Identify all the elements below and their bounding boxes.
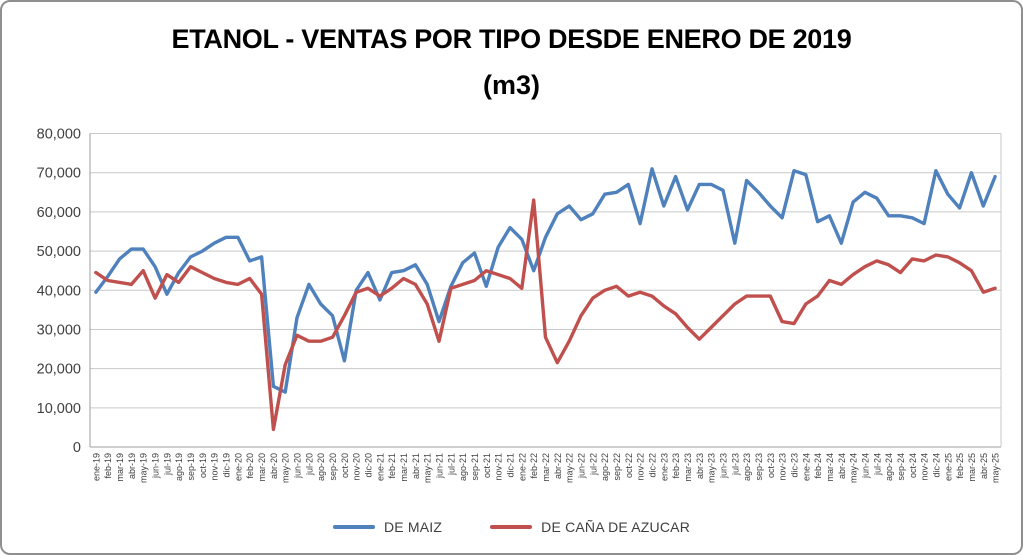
- chart-title: ETANOL - VENTAS POR TIPO DESDE ENERO DE …: [171, 24, 852, 54]
- x-axis-label: ago-19: [174, 453, 184, 481]
- maiz-legend-label: DE MAIZ: [383, 519, 443, 535]
- x-axis-label: feb-24: [813, 453, 823, 479]
- legend: DE MAIZ DE CAÑA DE AZUCAR: [2, 519, 1021, 535]
- x-axis-label: sep-24: [896, 453, 906, 481]
- x-axis-label: ene-22: [517, 453, 527, 481]
- x-axis-label: jul-21: [446, 453, 456, 476]
- cana-legend-label: DE CAÑA DE AZUCAR: [541, 519, 691, 535]
- x-axis-label: oct-24: [908, 453, 918, 478]
- x-axis-label: may-23: [707, 453, 717, 483]
- x-axis-label: jun-22: [576, 453, 586, 479]
- x-axis-label: oct-23: [766, 453, 776, 478]
- x-axis-label: mar-21: [399, 453, 409, 482]
- x-axis-label: ene-20: [233, 453, 243, 481]
- x-axis-label: mar-20: [257, 453, 267, 482]
- x-axis-label: nov-22: [636, 453, 646, 481]
- x-axis-label: may-19: [139, 453, 149, 483]
- x-axis-label: mar-22: [541, 453, 551, 482]
- x-axis-label: ago-23: [742, 453, 752, 481]
- x-axis-label: sep-20: [328, 453, 338, 481]
- x-axis-label: feb-21: [387, 453, 397, 479]
- x-axis-label: jul-23: [730, 453, 740, 476]
- x-axis-label: dic-20: [364, 453, 374, 478]
- x-axis-label: oct-22: [624, 453, 634, 478]
- x-axis-label: sep-21: [470, 453, 480, 481]
- x-axis-label: abr-23: [695, 453, 705, 479]
- x-axis-label: dic-21: [506, 453, 516, 478]
- y-axis-label: 60,000: [37, 205, 81, 221]
- x-axis-label: jun-21: [435, 453, 445, 479]
- x-axis-label: nov-20: [352, 453, 362, 481]
- x-axis-label: feb-19: [103, 453, 113, 479]
- x-axis-label: sep-23: [754, 453, 764, 481]
- y-axis-label: 70,000: [37, 166, 81, 182]
- x-axis-label: ene-23: [659, 453, 669, 481]
- x-axis-label: abr-21: [411, 453, 421, 479]
- x-axis-label: ago-22: [600, 453, 610, 481]
- x-axis-label: may-21: [423, 453, 433, 483]
- x-axis-label: dic-19: [222, 453, 232, 478]
- x-axis-label: feb-23: [671, 453, 681, 479]
- x-axis-label: abr-25: [979, 453, 989, 479]
- y-axis-label: 40,000: [37, 283, 81, 299]
- x-axis-label: mar-25: [967, 453, 977, 482]
- x-axis-label: ene-19: [91, 453, 101, 481]
- y-axis-label: 30,000: [37, 322, 81, 338]
- x-axis-label: nov-24: [920, 453, 930, 481]
- cana-series-line[interactable]: [94, 198, 997, 432]
- x-axis-label: ene-21: [375, 453, 385, 481]
- legend-item-cana[interactable]: DE CAÑA DE AZUCAR: [490, 519, 690, 535]
- x-axis-label: may-25: [991, 453, 1001, 483]
- x-axis-label: sep-19: [186, 453, 196, 481]
- x-axis-label: ene-24: [801, 453, 811, 481]
- x-axis-label: sep-22: [612, 453, 622, 481]
- x-axis-label: may-22: [565, 453, 575, 483]
- chart-subtitle: (m3): [482, 70, 540, 100]
- x-axis-label: oct-20: [340, 453, 350, 478]
- y-axis-label: 10,000: [37, 401, 81, 417]
- x-axis-label: oct-21: [482, 453, 492, 478]
- x-axis-label: may-24: [849, 453, 859, 483]
- cana-line-swatch: [490, 524, 533, 530]
- x-axis-label: ago-20: [316, 453, 326, 481]
- y-axis-label: 50,000: [37, 244, 81, 260]
- x-axis-label: nov-19: [210, 453, 220, 481]
- legend-item-maiz[interactable]: DE MAIZ: [332, 519, 443, 535]
- x-axis-label: jun-23: [718, 453, 728, 479]
- x-axis-label: abr-22: [553, 453, 563, 479]
- x-axis-label: feb-20: [245, 453, 255, 479]
- x-axis-label: nov-23: [778, 453, 788, 481]
- x-axis-label: dic-23: [789, 453, 799, 478]
- y-axis-label: 20,000: [37, 362, 81, 378]
- maiz-series-line[interactable]: [94, 167, 997, 394]
- x-axis-label: dic-24: [931, 453, 941, 478]
- x-axis-label: jun-24: [860, 453, 870, 479]
- x-axis-label: nov-21: [494, 453, 504, 481]
- maiz-line-swatch: [332, 524, 375, 530]
- x-axis-label: jul-20: [304, 453, 314, 476]
- x-axis-label: jul-19: [162, 453, 172, 476]
- x-axis-label: ago-21: [458, 453, 468, 481]
- x-axis-label: jul-24: [872, 453, 882, 476]
- x-axis-label: abr-24: [837, 453, 847, 479]
- x-axis-label: mar-24: [825, 453, 835, 482]
- x-axis-label: mar-23: [683, 453, 693, 482]
- x-axis-label: abr-20: [269, 453, 279, 479]
- x-axis-label: dic-22: [647, 453, 657, 478]
- x-axis-label: jun-19: [151, 453, 161, 479]
- x-axis-label: ago-24: [884, 453, 894, 481]
- y-axis-label: 80,000: [37, 127, 81, 143]
- x-axis-label: feb-25: [955, 453, 965, 479]
- x-axis-label: ene-25: [943, 453, 953, 481]
- x-axis-label: jul-22: [588, 453, 598, 476]
- x-axis-label: may-20: [281, 453, 291, 483]
- x-axis-label: abr-19: [127, 453, 137, 479]
- y-axis-label: 0: [73, 440, 81, 456]
- x-axis-label: feb-22: [529, 453, 539, 479]
- x-axis-label: jun-20: [293, 453, 303, 479]
- x-axis-label: mar-19: [115, 453, 125, 482]
- x-axis-label: oct-19: [198, 453, 208, 478]
